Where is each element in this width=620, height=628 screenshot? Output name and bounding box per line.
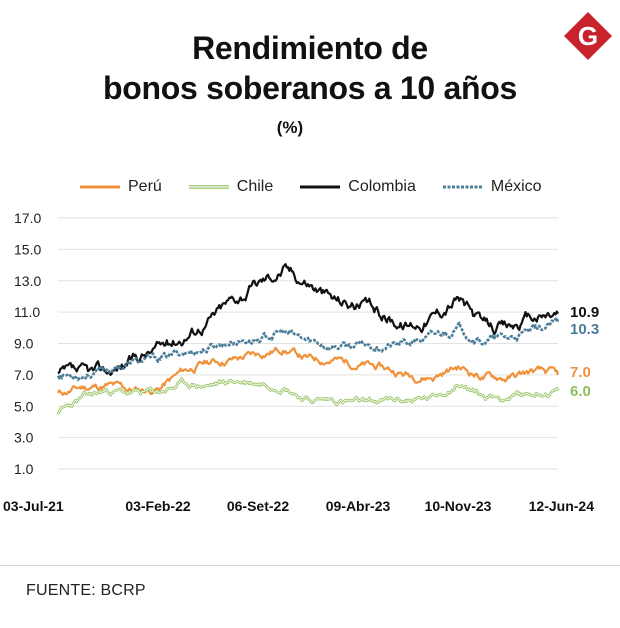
end-label-perú: 7.0 bbox=[570, 364, 591, 381]
y-tick-label: 5.0 bbox=[14, 398, 34, 414]
y-tick-label: 15.0 bbox=[14, 241, 41, 257]
legend-label-colombia: Colombia bbox=[348, 178, 416, 195]
y-tick-label: 11.0 bbox=[14, 304, 40, 320]
legend-item-mexico: México bbox=[442, 178, 542, 196]
legend-item-colombia: Colombia bbox=[300, 178, 416, 196]
unit-label: (%) bbox=[276, 118, 304, 137]
series-line-chile bbox=[56, 377, 560, 415]
x-tick-label: 10-Nov-23 bbox=[425, 498, 492, 514]
series-line-méxico bbox=[56, 316, 560, 381]
y-tick-label: 7.0 bbox=[14, 367, 34, 383]
series-line-perú bbox=[57, 346, 560, 396]
y-tick-label: 17.0 bbox=[14, 210, 41, 226]
brand-logo: G bbox=[564, 12, 612, 60]
legend-label-peru: Perú bbox=[128, 178, 162, 195]
x-tick-label: 03-Jul-21 bbox=[3, 498, 64, 514]
series-line-inner-chile bbox=[57, 378, 559, 415]
legend-item-chile: Chile bbox=[188, 178, 274, 196]
legend: Perú Chile Colombia México bbox=[80, 177, 569, 197]
legend-swatch-peru bbox=[80, 185, 120, 189]
source-note: FUENTE: BCRP bbox=[26, 582, 146, 599]
end-label-méxico: 10.3 bbox=[570, 321, 599, 338]
legend-swatch-colombia bbox=[300, 185, 341, 189]
source-divider bbox=[0, 565, 620, 566]
y-tick-label: 9.0 bbox=[14, 336, 34, 352]
chart-title: Rendimiento de bonos soberanos a 10 años bbox=[0, 28, 620, 108]
legend-label-mexico: México bbox=[490, 178, 542, 195]
x-tick-label: 09-Abr-23 bbox=[326, 498, 391, 514]
legend-swatch-chile bbox=[188, 185, 229, 189]
title-line-1: Rendimiento de bbox=[192, 30, 428, 66]
y-tick-label: 13.0 bbox=[14, 273, 41, 289]
x-tick-label: 06-Set-22 bbox=[227, 498, 289, 514]
x-tick-label: 03-Feb-22 bbox=[125, 498, 191, 514]
end-label-chile: 6.0 bbox=[570, 383, 591, 400]
line-chart: 17.0 15.0 13.0 11.0 9.0 7.0 5.0 3.0 1.0 03-Jul-21… bbox=[3, 210, 599, 514]
y-tick-label: 1.0 bbox=[14, 461, 34, 477]
legend-swatch-mexico bbox=[442, 185, 483, 189]
logo-diamond bbox=[564, 12, 612, 60]
x-tick-label: 12-Jun-24 bbox=[529, 498, 595, 514]
end-label-colombia: 10.9 bbox=[570, 304, 599, 321]
title-line-2: bonos soberanos a 10 años bbox=[103, 70, 517, 106]
logo-letter: G bbox=[578, 21, 598, 51]
legend-label-chile: Chile bbox=[236, 178, 274, 195]
legend-item-peru: Perú bbox=[80, 178, 162, 196]
series-line-colombia bbox=[57, 263, 559, 376]
y-tick-label: 3.0 bbox=[14, 430, 34, 446]
